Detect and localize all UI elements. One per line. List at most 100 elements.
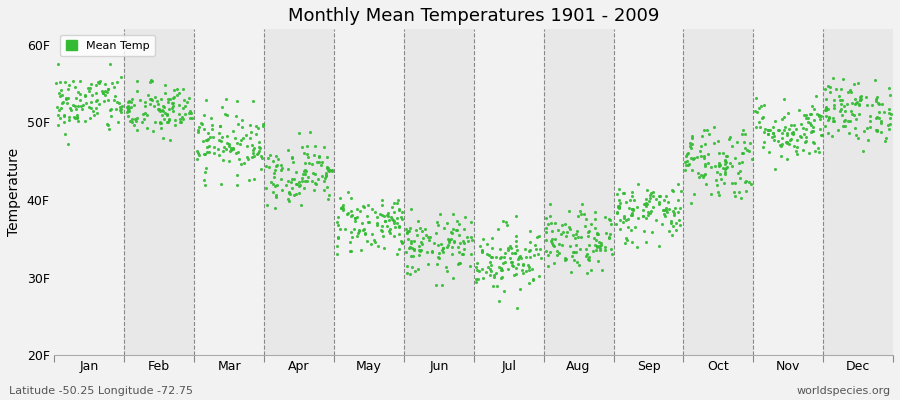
Point bbox=[59, 96, 74, 102]
Point bbox=[320, 184, 334, 190]
Point bbox=[780, 156, 795, 162]
Point bbox=[445, 244, 459, 250]
Point bbox=[848, 124, 862, 131]
Point bbox=[630, 204, 644, 210]
Point bbox=[73, 97, 87, 104]
Point bbox=[307, 152, 321, 158]
Point bbox=[435, 246, 449, 253]
Point bbox=[150, 106, 165, 113]
Point bbox=[92, 100, 106, 107]
Point bbox=[562, 226, 577, 233]
Point bbox=[474, 266, 489, 272]
Point bbox=[784, 136, 798, 142]
Point bbox=[144, 77, 158, 83]
Point bbox=[336, 205, 350, 212]
Point bbox=[863, 118, 878, 124]
Point bbox=[93, 78, 107, 85]
Point bbox=[799, 137, 814, 144]
Point bbox=[200, 137, 214, 143]
Point bbox=[323, 167, 338, 173]
Point bbox=[616, 190, 631, 196]
Point bbox=[698, 172, 712, 178]
Point bbox=[787, 131, 801, 138]
Point bbox=[811, 145, 825, 151]
Point bbox=[882, 84, 896, 91]
Point bbox=[267, 174, 282, 180]
Point bbox=[437, 225, 452, 232]
Point bbox=[358, 231, 373, 238]
Point bbox=[345, 233, 359, 240]
Point bbox=[128, 116, 142, 122]
Point bbox=[757, 129, 771, 135]
Point bbox=[338, 226, 352, 232]
Point bbox=[163, 137, 177, 144]
Point bbox=[640, 200, 654, 207]
Point bbox=[697, 155, 711, 162]
Point bbox=[594, 239, 608, 246]
Point bbox=[311, 159, 326, 165]
Point bbox=[616, 215, 631, 222]
Point bbox=[428, 282, 443, 289]
Point bbox=[356, 226, 371, 232]
Point bbox=[73, 78, 87, 84]
Point bbox=[370, 220, 384, 226]
Point bbox=[169, 86, 184, 92]
Point bbox=[130, 115, 144, 121]
Point bbox=[259, 184, 274, 191]
Point bbox=[544, 220, 558, 226]
Point bbox=[555, 242, 570, 248]
Point bbox=[685, 133, 699, 139]
Point bbox=[765, 134, 779, 140]
Point bbox=[112, 100, 126, 106]
Point bbox=[230, 98, 244, 104]
Point bbox=[121, 103, 135, 109]
Point bbox=[320, 154, 335, 160]
Point bbox=[392, 206, 406, 213]
Point bbox=[484, 254, 499, 260]
Point bbox=[590, 230, 605, 237]
Point bbox=[201, 129, 215, 136]
Point bbox=[588, 216, 602, 222]
Point bbox=[814, 116, 828, 122]
Point bbox=[400, 228, 415, 234]
Bar bbox=[614, 29, 683, 355]
Point bbox=[268, 163, 283, 169]
Point bbox=[798, 125, 813, 132]
Point bbox=[680, 151, 694, 158]
Point bbox=[104, 105, 119, 112]
Point bbox=[850, 80, 865, 86]
Point bbox=[51, 112, 66, 119]
Point bbox=[559, 233, 573, 239]
Point bbox=[281, 146, 295, 153]
Point bbox=[645, 204, 660, 210]
Point bbox=[831, 127, 845, 134]
Point bbox=[310, 158, 324, 165]
Point bbox=[552, 241, 566, 247]
Point bbox=[354, 246, 368, 253]
Point bbox=[794, 134, 808, 140]
Point bbox=[69, 106, 84, 112]
Point bbox=[454, 250, 469, 257]
Point bbox=[168, 117, 183, 124]
Text: worldspecies.org: worldspecies.org bbox=[796, 386, 891, 396]
Point bbox=[68, 114, 83, 121]
Point bbox=[737, 144, 751, 151]
Point bbox=[766, 130, 780, 137]
Point bbox=[784, 122, 798, 128]
Point bbox=[810, 110, 824, 117]
Point bbox=[691, 174, 706, 180]
Point bbox=[640, 187, 654, 194]
Point bbox=[829, 86, 843, 92]
Point bbox=[573, 211, 588, 217]
Point bbox=[734, 131, 749, 137]
Point bbox=[852, 94, 867, 100]
Point bbox=[869, 127, 884, 134]
Point bbox=[69, 114, 84, 120]
Point bbox=[783, 137, 797, 144]
Point bbox=[678, 158, 692, 165]
Point bbox=[591, 243, 606, 250]
Point bbox=[775, 129, 789, 136]
Point bbox=[550, 252, 564, 259]
Point bbox=[258, 162, 273, 169]
Point bbox=[84, 99, 98, 105]
